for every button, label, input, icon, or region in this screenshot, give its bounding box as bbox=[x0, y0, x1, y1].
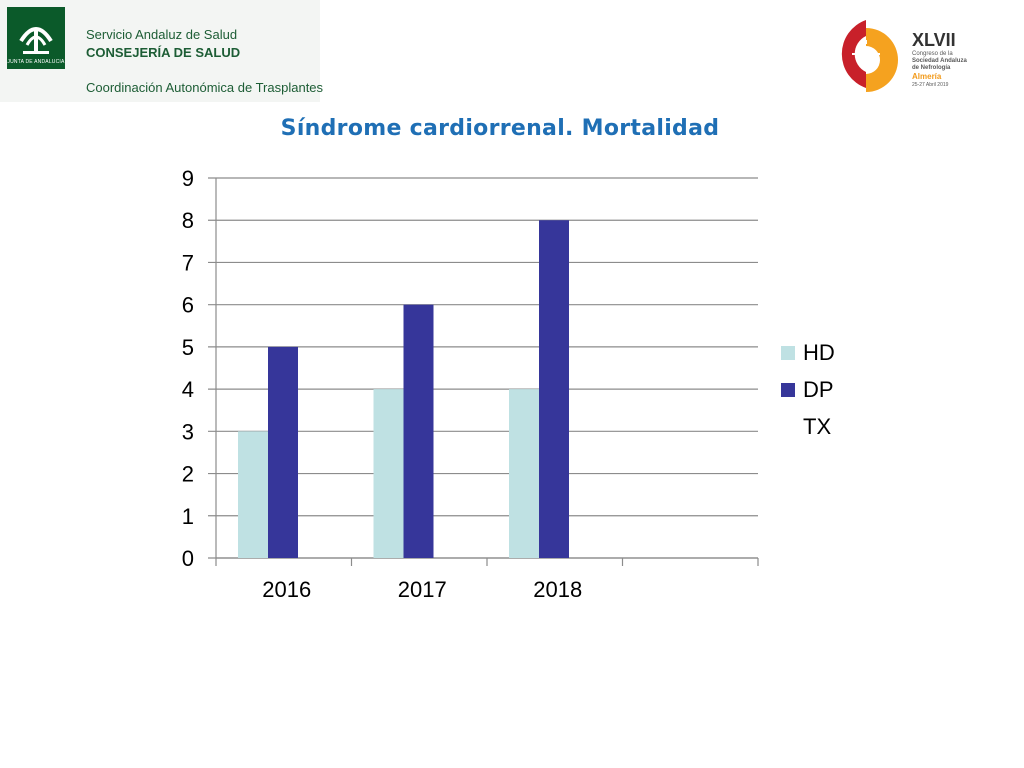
legend-swatch bbox=[781, 345, 795, 360]
y-tick-label: 7 bbox=[182, 250, 194, 275]
legend-item-tx: TX bbox=[781, 408, 835, 445]
bar-dp-2017 bbox=[403, 304, 434, 558]
y-tick-label: 3 bbox=[182, 419, 194, 444]
junta-de-andalucia-logo: JUNTA DE ANDALUCIA bbox=[7, 7, 65, 69]
y-tick-label: 9 bbox=[182, 166, 194, 191]
sas-name: Servicio Andaluz de Salud bbox=[86, 27, 238, 42]
legend-label: TX bbox=[803, 413, 832, 439]
junta-emblem-icon bbox=[19, 27, 53, 54]
y-tick-label: 0 bbox=[182, 546, 194, 571]
legend-label: HD bbox=[803, 339, 835, 365]
coordinacion-name: Coordinación Autonómica de Trasplantes bbox=[86, 80, 324, 95]
y-tick-label: 1 bbox=[182, 504, 194, 529]
bar-hd-2018 bbox=[509, 389, 539, 558]
chart-title: Síndrome cardiorrenal. Mortalidad bbox=[280, 116, 720, 141]
consejeria-name: CONSEJERÍA DE SALUD bbox=[86, 45, 241, 60]
y-tick-label: 8 bbox=[182, 208, 194, 233]
chart-legend: HD DP TX bbox=[781, 334, 835, 445]
congress-line2: Sociedad Andaluza bbox=[912, 58, 967, 64]
x-tick-label: 2016 bbox=[262, 577, 311, 602]
junta-label: JUNTA DE ANDALUCIA bbox=[7, 59, 65, 65]
legend-swatch bbox=[781, 382, 795, 397]
bar-hd-2016 bbox=[238, 431, 268, 558]
congress-city: Almería bbox=[912, 72, 942, 81]
congress-logo-icon bbox=[841, 20, 898, 92]
legend-item-hd: HD bbox=[781, 334, 835, 371]
y-tick-label: 6 bbox=[182, 293, 194, 318]
congress-dates: 25-27 Abril 2019 bbox=[912, 82, 949, 88]
header-logo-left: JUNTA DE ANDALUCIA Servicio Andaluz de S… bbox=[0, 0, 324, 102]
legend-item-dp: DP bbox=[781, 371, 835, 408]
legend-label: DP bbox=[803, 376, 834, 402]
congress-number: XLVII bbox=[912, 30, 956, 50]
y-tick-label: 2 bbox=[182, 462, 194, 487]
y-tick-label: 5 bbox=[182, 335, 194, 360]
y-tick-label: 4 bbox=[182, 377, 194, 402]
bar-hd-2017 bbox=[373, 389, 404, 558]
congress-line1: Congreso de la bbox=[912, 51, 953, 57]
congress-line3: de Nefrología bbox=[912, 65, 951, 71]
bar-dp-2018 bbox=[539, 220, 569, 558]
legend-swatch bbox=[781, 419, 795, 434]
bar-dp-2016 bbox=[268, 346, 298, 558]
x-tick-label: 2018 bbox=[533, 577, 582, 602]
x-tick-label: 2017 bbox=[398, 577, 447, 602]
